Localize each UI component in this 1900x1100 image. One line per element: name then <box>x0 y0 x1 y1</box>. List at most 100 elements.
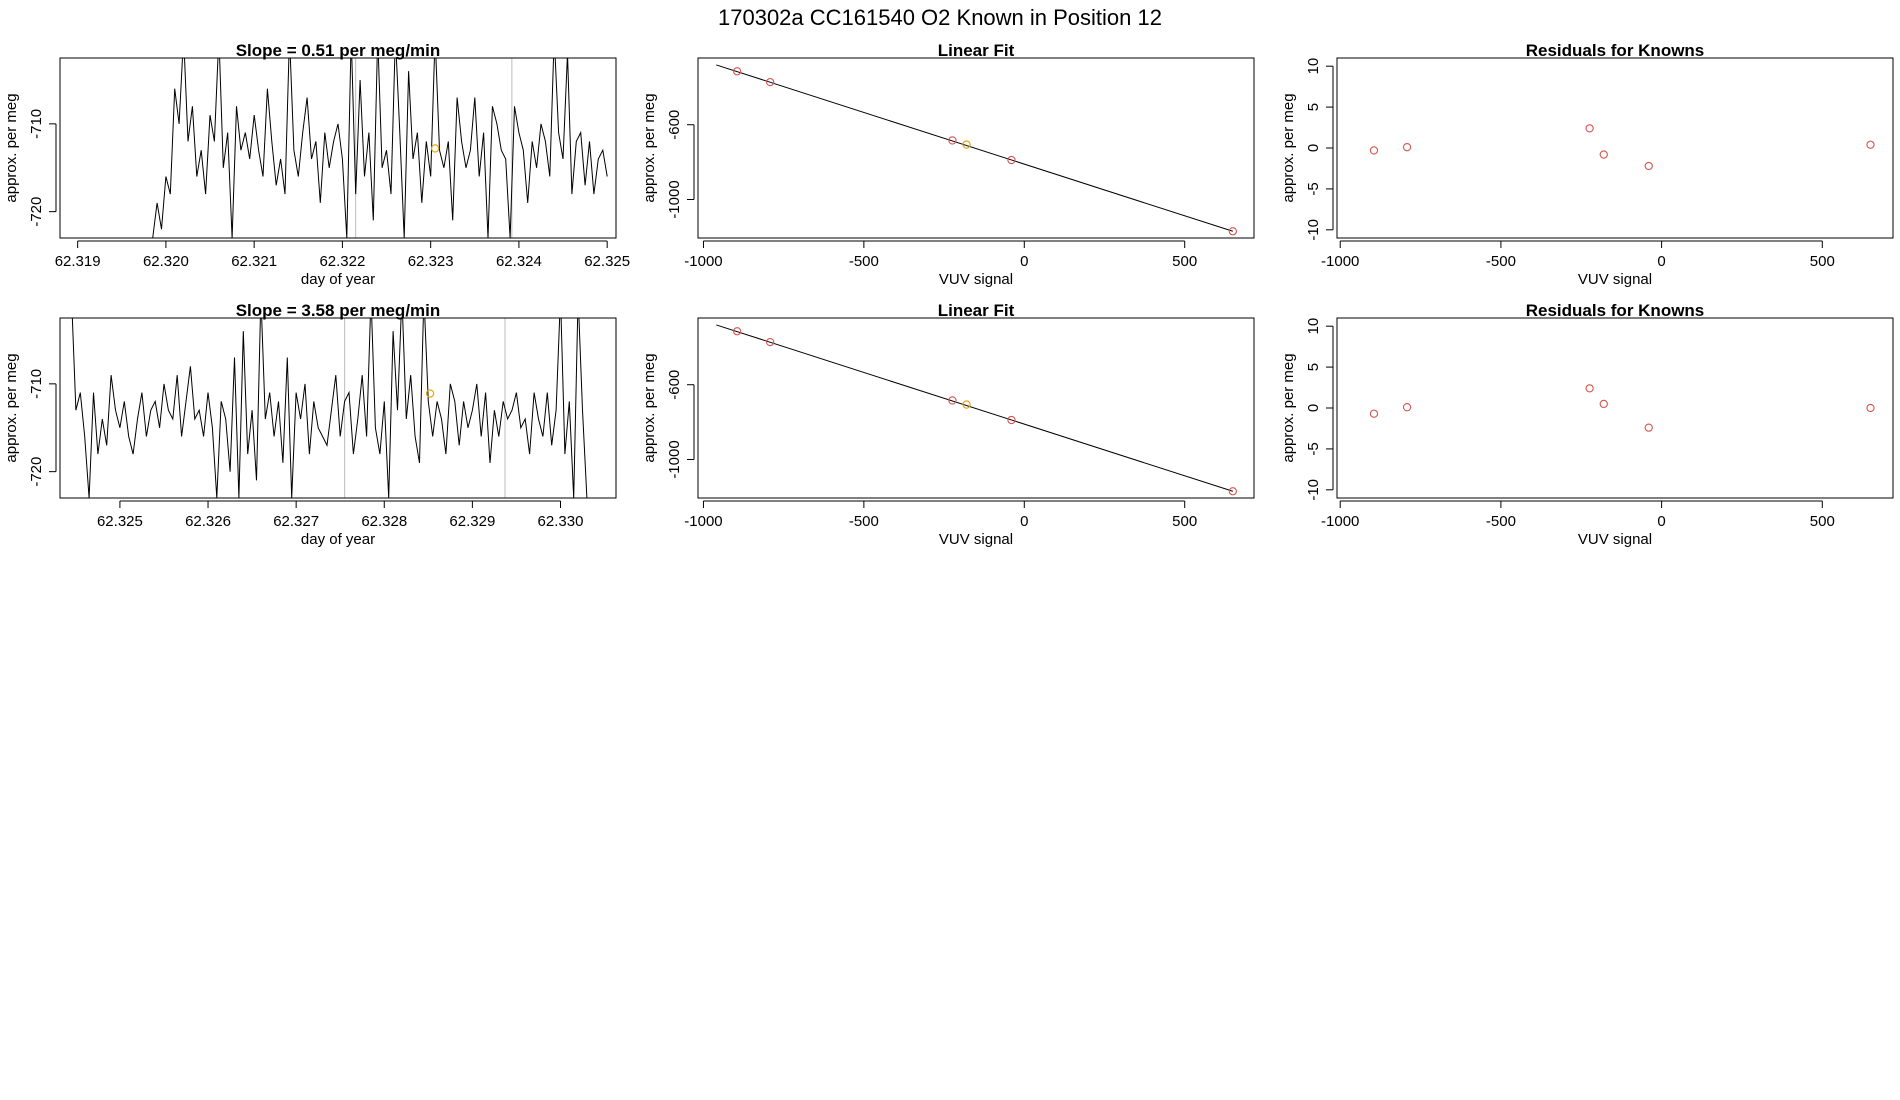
panel-p2: Linear Fit -1000 -500 0 500 VUV signal -600 -10… <box>641 41 1255 288</box>
y-tick-label: -600 <box>666 110 683 140</box>
x-tick-label: 0 <box>1020 253 1028 270</box>
data-point <box>1599 399 1608 409</box>
y-tick-label: -710 <box>28 109 45 139</box>
x-tick-label: 62.324 <box>496 253 542 270</box>
data-point <box>732 67 742 76</box>
plot-frame <box>1336 57 1894 239</box>
y-axis-label: approx. per meg <box>1280 93 1297 202</box>
x-tick-label: 500 <box>1172 513 1197 530</box>
y-axis-label: approx. per meg <box>641 93 658 202</box>
series-line <box>71 318 588 498</box>
data-point <box>1402 403 1412 412</box>
highlight-marker <box>425 389 435 398</box>
data-point <box>962 400 971 409</box>
x-axis-label: day of year <box>301 531 375 548</box>
x-axis-label: VUV signal <box>939 531 1013 548</box>
data-point <box>1644 161 1653 171</box>
plot-area <box>716 64 1233 232</box>
plot-frame <box>59 317 617 499</box>
data-point <box>1369 146 1379 155</box>
y-tick-label: 0 <box>1305 144 1322 152</box>
panel-title: Linear Fit <box>938 41 1015 60</box>
data-point <box>766 337 775 347</box>
highlight-marker <box>430 144 440 153</box>
panel-p3: Residuals for Knowns -1000 -500 0 500 VUV sig… <box>1280 41 1894 288</box>
panel-title: Residuals for Knowns <box>1526 41 1705 60</box>
x-tick-label: 62.329 <box>449 513 495 530</box>
x-tick-label: -500 <box>849 513 879 530</box>
x-axis-label: VUV signal <box>1578 271 1652 288</box>
data-point <box>1007 155 1016 165</box>
panel-p6: Residuals for Knowns -1000 -500 0 500 VUV sig… <box>1280 301 1894 548</box>
y-tick-label: -5 <box>1305 442 1322 455</box>
data-point <box>1599 150 1608 159</box>
x-tick-label: -1000 <box>1321 513 1359 530</box>
y-tick-label: 10 <box>1305 58 1322 75</box>
y-tick-label: -600 <box>666 370 683 400</box>
fit-line <box>716 64 1233 232</box>
x-tick-label: 62.321 <box>231 253 277 270</box>
data-point <box>1585 124 1594 133</box>
plot-frame <box>1336 317 1894 499</box>
y-tick-label: -5 <box>1305 182 1322 195</box>
x-tick-label: 62.319 <box>55 253 101 270</box>
plot-frame <box>697 317 1255 499</box>
x-tick-label: 62.327 <box>273 513 319 530</box>
y-tick-label: -710 <box>28 369 45 399</box>
plot-frame <box>59 57 617 239</box>
x-tick-label: 500 <box>1172 253 1197 270</box>
data-point <box>1866 403 1875 413</box>
x-tick-label: 62.326 <box>185 513 231 530</box>
y-tick-label: -1000 <box>666 180 683 218</box>
data-point <box>948 136 957 145</box>
x-tick-label: -1000 <box>1321 253 1359 270</box>
y-tick-label: 5 <box>1305 103 1322 111</box>
fit-line <box>716 324 1233 492</box>
x-axis-label: VUV signal <box>939 271 1013 288</box>
data-point <box>1007 415 1016 425</box>
x-axis-label: day of year <box>301 271 375 288</box>
y-axis-label: approx. per meg <box>641 353 658 462</box>
data-point <box>732 327 742 336</box>
data-point <box>948 396 957 405</box>
data-point <box>1369 409 1379 418</box>
x-tick-label: 62.328 <box>361 513 407 530</box>
series-line <box>152 58 608 238</box>
y-axis-label: approx. per meg <box>3 353 20 462</box>
y-tick-label: -1000 <box>666 440 683 478</box>
x-tick-label: 0 <box>1020 513 1028 530</box>
data-point <box>1866 140 1875 149</box>
plot-area <box>716 324 1233 492</box>
y-tick-label: -10 <box>1305 219 1322 241</box>
panel-title: Linear Fit <box>938 301 1015 320</box>
y-axis-label: approx. per meg <box>3 93 20 202</box>
panel-p1: Slope = 0.51 per meg/min 62.319 62.320 62.3… <box>3 41 630 288</box>
y-tick-label: 5 <box>1305 363 1322 371</box>
x-tick-label: 62.322 <box>319 253 365 270</box>
x-tick-label: -500 <box>849 253 879 270</box>
x-tick-label: 500 <box>1810 513 1835 530</box>
x-tick-label: -500 <box>1486 513 1516 530</box>
x-tick-label: 0 <box>1657 513 1665 530</box>
x-tick-label: -500 <box>1486 253 1516 270</box>
figure-title: 170302a CC161540 O2 Known in Position 12 <box>718 5 1162 30</box>
panel-title: Residuals for Knowns <box>1526 301 1705 320</box>
plot-area <box>152 58 608 238</box>
x-tick-label: -1000 <box>684 253 722 270</box>
y-tick-label: 0 <box>1305 404 1322 412</box>
data-point <box>766 77 775 87</box>
data-point <box>1402 143 1412 152</box>
x-tick-label: 62.323 <box>408 253 454 270</box>
x-tick-label: 500 <box>1810 253 1835 270</box>
y-tick-label: -720 <box>28 457 45 487</box>
y-tick-label: -10 <box>1305 479 1322 501</box>
panel-p5: Linear Fit -1000 -500 0 500 VUV signal -600 -10… <box>641 301 1255 548</box>
x-tick-label: 62.330 <box>538 513 584 530</box>
x-tick-label: 62.325 <box>584 253 630 270</box>
plot-area <box>71 318 588 498</box>
y-tick-label: 10 <box>1305 318 1322 335</box>
data-point <box>1228 487 1237 496</box>
x-tick-label: 62.325 <box>97 513 143 530</box>
panel-title: Slope = 3.58 per meg/min <box>236 301 441 320</box>
plot-frame <box>697 57 1255 239</box>
